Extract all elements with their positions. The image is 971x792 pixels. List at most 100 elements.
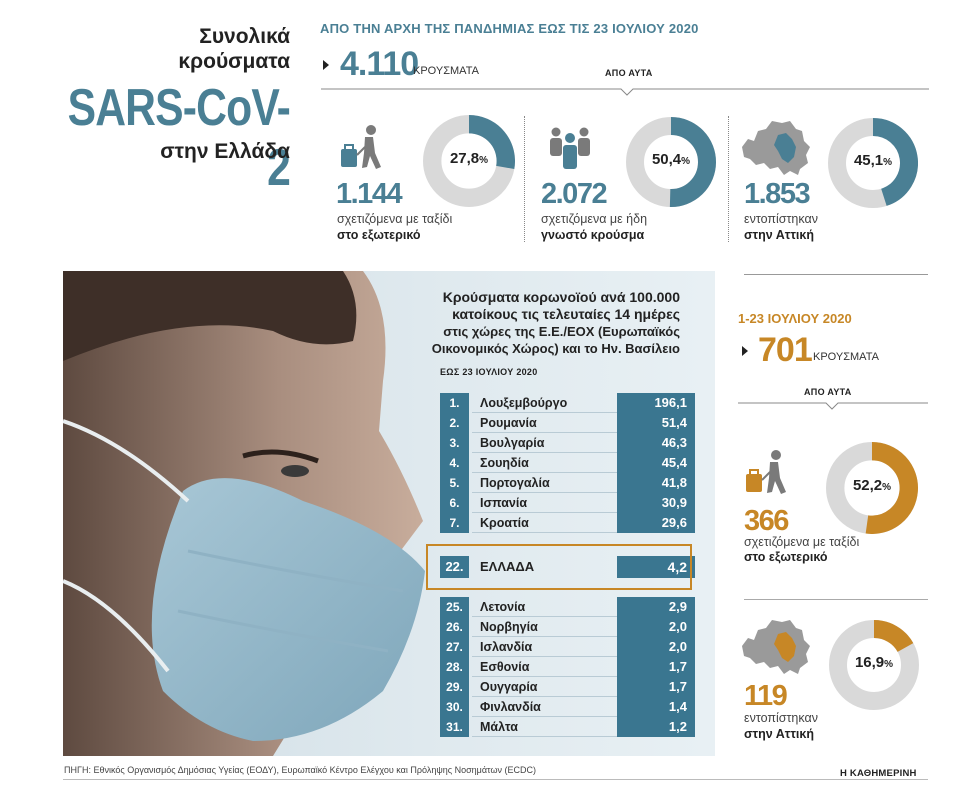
stat-desc: σχετιζόμενα με ήδη (541, 212, 648, 226)
title-main: SARS-CoV-2 (67, 79, 291, 197)
rank-cell: 3. (440, 433, 469, 453)
country-cell: Λουξεμβούργο (480, 396, 568, 410)
separator (524, 116, 525, 242)
table-row: 3. Βουλγαρία 46,3 (440, 433, 695, 453)
donut-label: 16,9% (829, 654, 919, 671)
stat-desc: εντοπίστηκαν (744, 711, 818, 725)
table-row: 26. Νορβηγία 2,0 (440, 617, 695, 637)
people-icon (550, 127, 590, 169)
stat-desc: σχετιζόμενα με ταξίδι (744, 535, 860, 549)
rank-cell: 22. (440, 556, 469, 578)
value-cell: 2,0 (617, 637, 695, 657)
row-divider (472, 716, 617, 717)
donut-slice (669, 117, 716, 207)
mask-photo (63, 271, 715, 756)
stat-value: 2.072 (541, 178, 608, 210)
stat-desc-bold: στην Αττική (744, 228, 814, 242)
stat-desc-bold: στην Αττική (744, 727, 814, 741)
table-row: 4. Σουηδία 45,4 (440, 453, 695, 473)
donut-value: 52,2 (852, 477, 883, 494)
rank-cell: 7. (440, 513, 469, 533)
table-row: 31. Μάλτα 1,2 (440, 717, 695, 737)
table-row: 6. Ισπανία 30,9 (440, 493, 695, 513)
rank-cell: 27. (440, 637, 469, 657)
row-divider (472, 492, 617, 493)
right-total-unit: ΚΡΟΥΣΜΑΤΑ (813, 351, 879, 363)
arrow-icon (742, 346, 748, 356)
stat-desc: σχετιζόμενα με ταξίδι (337, 212, 453, 226)
donut-label: 27,8% (423, 150, 515, 167)
stat-value: 1.853 (744, 178, 811, 210)
man-with-mask-illustration (63, 271, 425, 756)
value-cell: 46,3 (617, 433, 695, 453)
donut-label: 52,2% (826, 477, 918, 494)
traveler-icon (746, 450, 786, 494)
table-row: 1. Λουξεμβούργο 196,1 (440, 393, 695, 413)
table-row: 28. Εσθονία 1,7 (440, 657, 695, 677)
donut-label: 45,1% (828, 152, 918, 169)
title-line-3: στην Ελλάδα (160, 140, 290, 163)
stat-desc-bold: γνωστό κρούσμα (541, 228, 645, 242)
value-cell: 1,7 (617, 677, 695, 697)
top-divider (321, 88, 929, 96)
donut-value: 27,8 (449, 150, 480, 167)
percent-sign: % (882, 482, 892, 493)
table-row: 29. Ουγγαρία 1,7 (440, 677, 695, 697)
title-line-1: Συνολικά (199, 25, 290, 48)
top-total-unit: ΚΡΟΥΣΜΑΤΑ (413, 65, 479, 77)
table-title-l4: Οικονομικός Χώρος) και το Ην. Βασίλειο (431, 341, 680, 356)
table-title-l2: κατοίκους τις τελευταίες 14 ημέρες (452, 306, 680, 322)
value-cell: 2,0 (617, 617, 695, 637)
value-cell: 41,8 (617, 473, 695, 493)
percent-sign: % (884, 659, 894, 670)
country-cell: Ισλανδία (480, 640, 533, 654)
donut-chart (826, 442, 918, 534)
stat-desc: εντοπίστηκαν (744, 212, 818, 226)
title-line-2: κρούσματα (178, 50, 290, 73)
table-row: 22. ΕΛΛΑΔΑ 4,2 (440, 556, 695, 578)
value-cell: 29,6 (617, 513, 695, 533)
row-divider (472, 432, 617, 433)
value-cell: 4,2 (617, 556, 695, 578)
right-heading: 1-23 ΙΟΥΛΙΟΥ 2020 (738, 311, 852, 326)
value-cell: 30,9 (617, 493, 695, 513)
donut-slice (865, 442, 918, 534)
footer-line (63, 779, 928, 780)
right-total: 701 (758, 331, 813, 369)
table-row: 5. Πορτογαλία 41,8 (440, 473, 695, 493)
rank-cell: 2. (440, 413, 469, 433)
row-divider (472, 676, 617, 677)
country-cell: Ουγγαρία (480, 680, 538, 694)
top-total: 4.110 (340, 45, 419, 83)
row-divider (472, 696, 617, 697)
donut-value: 45,1 (853, 152, 884, 169)
country-cell: Ρουμανία (480, 416, 537, 430)
attica-map-icon (742, 121, 810, 175)
row-divider (472, 412, 617, 413)
source-note: ΠΗΓΗ: Εθνικός Οργανισμός Δημόσιας Υγείας… (64, 765, 536, 775)
row-divider (472, 532, 617, 533)
table-row: 2. Ρουμανία 51,4 (440, 413, 695, 433)
row-divider (472, 512, 617, 513)
right-of-these: ΑΠΟ ΑΥΤΑ (804, 387, 852, 397)
country-cell: Βουλγαρία (480, 436, 545, 450)
country-cell: ΕΛΛΑΔΑ (480, 559, 535, 574)
stat-value: 366 (744, 505, 789, 537)
value-cell: 1,7 (617, 657, 695, 677)
rank-cell: 5. (440, 473, 469, 493)
rank-cell: 28. (440, 657, 469, 677)
divider (744, 599, 928, 600)
right-divider (738, 402, 928, 410)
stat-desc-bold: στο εξωτερικό (744, 550, 828, 564)
value-cell: 196,1 (617, 393, 695, 413)
separator (728, 116, 729, 242)
donut-label: 50,4% (626, 151, 716, 168)
stat-value: 119 (744, 680, 788, 712)
row-divider (472, 656, 617, 657)
donut-slice (468, 115, 515, 170)
value-cell: 45,4 (617, 453, 695, 473)
donut-value: 16,9 (854, 654, 885, 671)
country-cell: Σουηδία (480, 456, 529, 470)
donut-chart (829, 620, 919, 710)
value-cell: 1,4 (617, 697, 695, 717)
